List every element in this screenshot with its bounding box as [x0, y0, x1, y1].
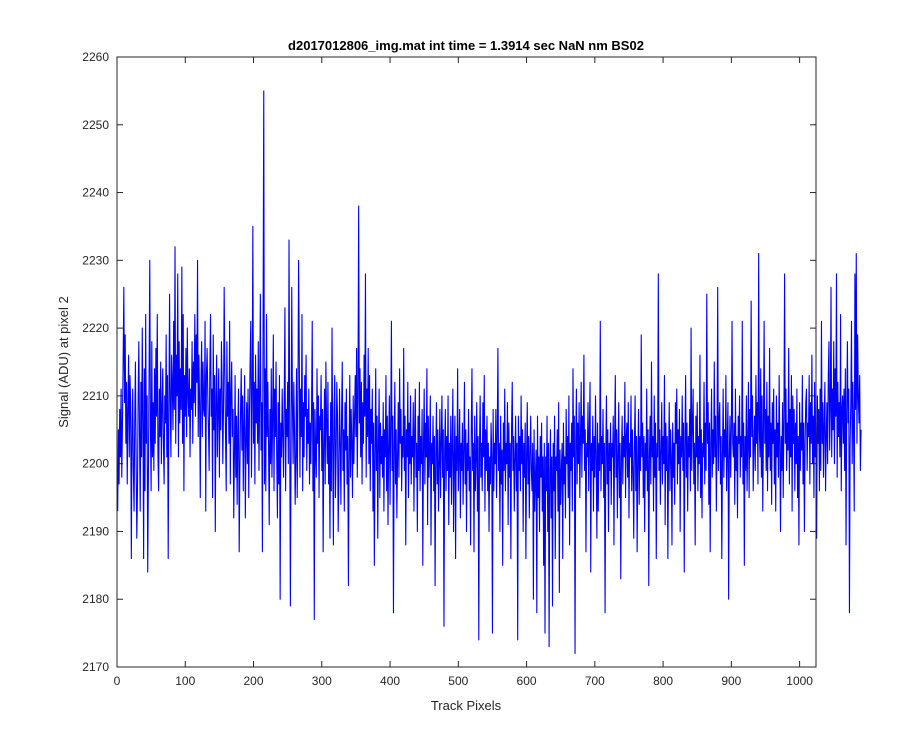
- y-tick-label: 2220: [82, 321, 109, 335]
- y-tick-label: 2210: [82, 389, 109, 403]
- x-tick-label: 500: [448, 674, 468, 688]
- x-tick-label: 600: [517, 674, 537, 688]
- x-tick-label: 0: [114, 674, 121, 688]
- y-tick-label: 2230: [82, 253, 109, 267]
- series-group: [117, 90, 862, 654]
- plot-frame: [116, 56, 817, 668]
- y-tick-label: 2200: [82, 457, 109, 471]
- x-axis-ticks: 0 100 200 300 400 500 600 700 800 900 1000: [114, 57, 813, 688]
- x-tick-label: 700: [585, 674, 605, 688]
- y-tick-label: 2190: [82, 524, 109, 538]
- y-axis-ticks: 2170 2180 2190 2200 2210 2220 2230 2240 2250 2260: [82, 50, 816, 674]
- x-tick-label: 300: [312, 674, 332, 688]
- y-tick-label: 2180: [82, 592, 109, 606]
- chart-title: d2017012806_img.mat int time = 1.3914 se…: [288, 38, 644, 53]
- y-axis-label: Signal (ADU) at pixel 2: [56, 296, 71, 428]
- x-tick-label: 100: [175, 674, 195, 688]
- x-tick-label: 200: [244, 674, 264, 688]
- series-line: [117, 90, 862, 654]
- y-tick-label: 2250: [82, 118, 109, 132]
- x-tick-label: 400: [380, 674, 400, 688]
- y-tick-label: 2260: [82, 50, 109, 64]
- x-tick-label: 900: [721, 674, 741, 688]
- x-tick-label: 1000: [786, 674, 813, 688]
- x-tick-label: 800: [653, 674, 673, 688]
- x-axis-label: Track Pixels: [431, 698, 502, 713]
- y-tick-label: 2170: [82, 660, 109, 674]
- y-tick-label: 2240: [82, 186, 109, 200]
